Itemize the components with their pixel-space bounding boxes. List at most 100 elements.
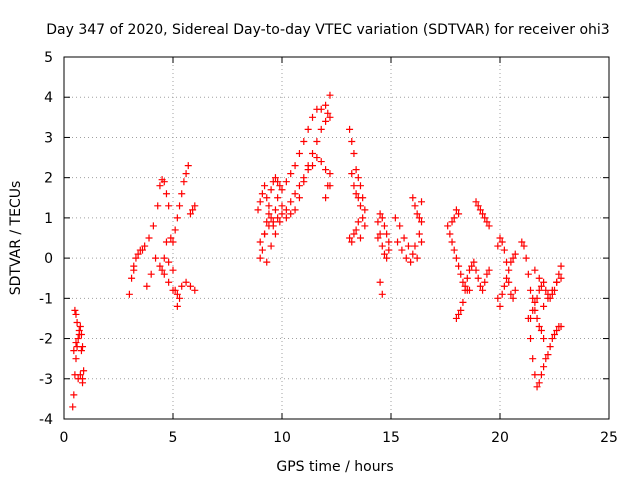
data-point-plus: [73, 318, 81, 326]
data-point-plus: [446, 230, 454, 238]
data-point-plus: [411, 202, 419, 210]
data-point-plus: [533, 383, 541, 391]
data-point-plus: [483, 218, 491, 226]
data-point-plus: [167, 234, 175, 242]
data-point-plus: [524, 270, 532, 278]
data-point-plus: [156, 182, 164, 190]
data-point-plus: [553, 278, 561, 286]
data-point-plus: [134, 250, 142, 258]
data-point-plus: [537, 371, 545, 379]
data-point-plus: [274, 214, 282, 222]
axis-ticks: 0 5 10 15 20 25 -4 -3 -2 -1 0 1 2 3 4 5: [39, 50, 618, 446]
data-point-plus: [470, 258, 478, 266]
data-point-plus: [287, 198, 295, 206]
data-point-plus: [160, 254, 168, 262]
data-point-plus: [169, 266, 177, 274]
data-point-plus: [313, 137, 321, 145]
data-point-plus: [494, 242, 502, 250]
data-point-plus: [265, 210, 273, 218]
data-point-plus: [551, 331, 558, 339]
data-point-plus: [191, 286, 199, 294]
data-point-plus: [274, 194, 282, 202]
data-point-plus: [413, 254, 421, 262]
data-point-plus: [509, 294, 517, 302]
data-point-plus: [481, 278, 489, 286]
data-point-plus: [282, 178, 290, 186]
data-point-plus: [474, 274, 482, 282]
x-tick-label: 25: [600, 430, 618, 446]
data-point-plus: [138, 246, 146, 254]
data-point-plus: [553, 327, 561, 335]
x-tick-label: 0: [60, 430, 69, 446]
data-point-plus: [535, 379, 543, 387]
data-point-plus: [540, 363, 548, 371]
y-tick-label: -2: [39, 332, 53, 348]
data-point-plus: [415, 230, 423, 238]
data-point-plus: [173, 302, 181, 310]
data-point-plus: [540, 302, 548, 310]
data-point-plus: [505, 278, 513, 286]
data-point-plus: [352, 226, 360, 234]
data-point-plus: [191, 202, 199, 210]
data-point-plus: [546, 343, 554, 351]
data-point-plus: [354, 174, 362, 182]
data-point-plus: [500, 246, 508, 254]
data-point-plus: [535, 322, 543, 330]
data-point-plus: [461, 286, 469, 294]
data-point-plus: [527, 286, 535, 294]
data-point-plus: [317, 105, 325, 113]
data-point-plus: [271, 174, 279, 182]
y-tick-label: -1: [39, 291, 53, 307]
data-point-plus: [80, 367, 88, 375]
data-point-plus: [544, 351, 552, 359]
data-point-plus: [173, 214, 181, 222]
data-point-plus: [72, 339, 80, 347]
data-point-plus: [287, 170, 295, 178]
data-point-plus: [361, 222, 369, 230]
data-point-plus: [304, 125, 312, 133]
data-point-plus: [376, 230, 384, 238]
data-point-plus: [130, 266, 138, 274]
data-point-plus: [160, 270, 168, 278]
data-point-plus: [269, 222, 277, 230]
data-point-plus: [542, 355, 550, 363]
data-point-plus: [457, 270, 465, 278]
data-point-plus: [378, 290, 386, 298]
data-point-plus: [265, 202, 273, 210]
data-point-plus: [520, 242, 528, 250]
data-point-plus: [496, 302, 504, 310]
data-point-plus: [485, 222, 493, 230]
series-trace-b: [130, 246, 199, 298]
data-point-plus: [356, 182, 364, 190]
data-point-plus: [503, 274, 511, 282]
data-point-plus: [352, 190, 360, 198]
series-trace-h: [346, 125, 369, 246]
data-point-plus: [498, 290, 506, 298]
data-point-plus: [326, 91, 334, 99]
data-point-plus: [376, 210, 384, 218]
data-point-plus: [256, 238, 264, 246]
series-trace-g: [263, 170, 334, 266]
data-point-plus: [300, 137, 308, 145]
data-point-plus: [189, 206, 197, 214]
data-point-plus: [494, 294, 502, 302]
data-point-plus: [271, 206, 279, 214]
data-point-plus: [295, 182, 303, 190]
data-point-plus: [380, 222, 388, 230]
data-point-plus: [557, 322, 565, 330]
data-point-plus: [500, 282, 508, 290]
data-point-plus: [535, 286, 543, 294]
data-point-plus: [295, 150, 303, 158]
plot-frame: [63, 56, 610, 420]
data-point-plus: [76, 371, 84, 379]
y-tick-label: -4: [39, 412, 53, 428]
data-point-plus: [361, 206, 369, 214]
data-point-plus: [391, 214, 399, 222]
data-point-plus: [450, 246, 458, 254]
data-point-plus: [383, 230, 391, 238]
data-point-plus: [555, 270, 563, 278]
data-point-plus: [350, 182, 358, 190]
data-point-plus: [472, 198, 480, 206]
data-point-plus: [448, 218, 456, 226]
series-trace-p: [518, 238, 548, 343]
